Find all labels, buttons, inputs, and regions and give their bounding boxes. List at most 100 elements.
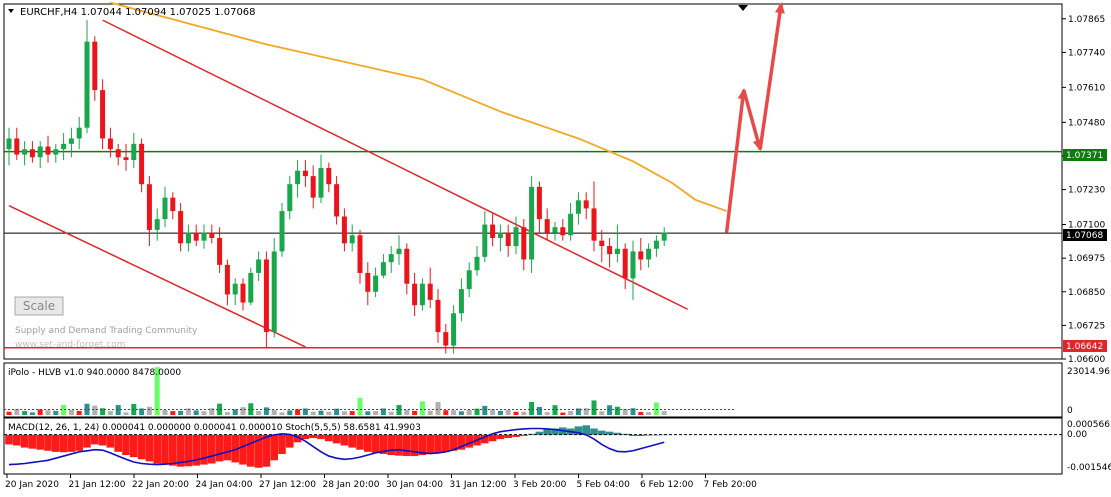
volume-bar xyxy=(107,411,113,415)
candle-bull xyxy=(552,227,558,233)
candle-bear xyxy=(115,149,121,158)
price-axis-label: 1.07865 xyxy=(1068,15,1105,25)
macd-histogram-bar xyxy=(629,434,637,436)
candle-bear xyxy=(505,232,511,247)
macd-histogram-bar xyxy=(28,434,37,449)
candle-bear xyxy=(29,149,35,158)
candle-bear xyxy=(435,299,441,333)
macd-histogram-bar xyxy=(270,434,278,461)
macd-histogram-bar xyxy=(301,434,310,440)
resistance-price-tag xyxy=(1063,149,1107,161)
candle-bear xyxy=(490,224,496,238)
volume-bar xyxy=(61,405,67,415)
macd-histogram-bar xyxy=(169,434,177,466)
candle-bear xyxy=(560,227,566,236)
volume-bar xyxy=(318,410,324,415)
candle-bull xyxy=(396,248,402,255)
candle-bull xyxy=(6,138,12,150)
macd-histogram-bar xyxy=(239,434,247,465)
volume-bar xyxy=(638,411,644,415)
volume-bar xyxy=(326,411,332,415)
volume-bar xyxy=(380,408,386,415)
macd-histogram-bar xyxy=(395,434,403,456)
volume-axis-bottom: 0 xyxy=(1067,406,1073,416)
volume-bar xyxy=(646,412,652,415)
macd-histogram-bar xyxy=(504,434,512,439)
price-axis-label: 1.07740 xyxy=(1068,48,1105,58)
volume-bar xyxy=(162,410,168,415)
macd-histogram-bar xyxy=(309,434,317,439)
volume-bar xyxy=(427,410,433,415)
macd-histogram-bar xyxy=(348,434,356,448)
macd-histogram-bar xyxy=(106,434,115,448)
candle-bear xyxy=(92,41,98,91)
volume-bar xyxy=(271,409,277,415)
macd-histogram-bar xyxy=(551,428,559,435)
macd-histogram-bar xyxy=(130,434,138,458)
candle-bull xyxy=(373,275,379,292)
candle-bear xyxy=(310,176,316,198)
candle-bear xyxy=(412,283,418,306)
macd-histogram-bar xyxy=(5,434,13,445)
volume-bar xyxy=(279,412,285,415)
triangle-down-icon[interactable] xyxy=(8,9,14,13)
macd-histogram-bar xyxy=(465,434,473,448)
volume-bar xyxy=(139,408,145,415)
projection-arrow-head xyxy=(774,2,785,14)
support-price-label: 1.06642 xyxy=(1066,342,1103,352)
macd-histogram-bar xyxy=(403,434,411,457)
candle-bear xyxy=(178,211,184,244)
candle-bull xyxy=(349,235,355,244)
moving-average-line xyxy=(110,1,727,212)
volume-bar xyxy=(178,410,184,415)
candle-bear xyxy=(224,264,230,295)
volume-bar xyxy=(232,409,238,415)
candle-bear xyxy=(139,143,145,185)
main-price-layer xyxy=(4,1,1062,354)
volume-bar xyxy=(513,411,519,415)
candle-bear xyxy=(521,227,527,260)
candle-bear xyxy=(583,200,589,209)
candle-bear xyxy=(45,146,51,155)
volume-bar xyxy=(599,411,605,415)
volume-bar xyxy=(84,403,90,415)
volume-bar xyxy=(170,411,176,415)
resistance-price-label: 1.07371 xyxy=(1066,151,1103,161)
time-axis-label: 21 Jan 12:00 xyxy=(69,480,126,490)
macd-histogram-bar xyxy=(442,434,450,452)
time-axis-label: 6 Feb 12:00 xyxy=(640,480,694,490)
volume-bar xyxy=(536,406,542,415)
macd-histogram-bar xyxy=(574,426,583,435)
candle-bull xyxy=(201,232,207,241)
main-panel-frame xyxy=(3,3,1063,360)
volume-bar xyxy=(154,367,160,415)
volume-bar xyxy=(240,407,246,415)
macd-histogram-bar xyxy=(91,434,99,445)
volume-bar xyxy=(482,405,488,415)
macd-histogram-bar xyxy=(153,434,161,464)
price-axis-label: 1.07480 xyxy=(1068,118,1105,128)
watermark-title: Supply and Demand Trading Community xyxy=(15,326,198,336)
macd-histogram-bar xyxy=(481,434,489,444)
volume-bar xyxy=(92,405,98,415)
volume-bar xyxy=(497,410,503,415)
macd-histogram-bar xyxy=(52,434,60,452)
candle-bull xyxy=(318,168,324,198)
channel-line xyxy=(102,19,688,310)
candle-bull xyxy=(614,248,620,255)
macd-histogram-bar xyxy=(457,434,466,450)
macd-histogram-bar xyxy=(340,434,349,446)
macd-histogram-bar xyxy=(496,434,505,440)
candle-bull xyxy=(466,270,472,290)
macd-histogram-bar xyxy=(192,434,200,466)
scale-button[interactable] xyxy=(14,296,64,316)
macd-histogram-bar xyxy=(278,434,286,454)
volume-bar xyxy=(529,401,535,415)
volume-bar xyxy=(6,411,12,415)
macd-histogram-bar xyxy=(332,434,341,444)
price-axis-label: 1.06975 xyxy=(1068,254,1105,264)
macd-histogram-bar xyxy=(582,425,590,435)
support-price-tag xyxy=(1063,340,1107,352)
candle-bull xyxy=(497,232,503,238)
